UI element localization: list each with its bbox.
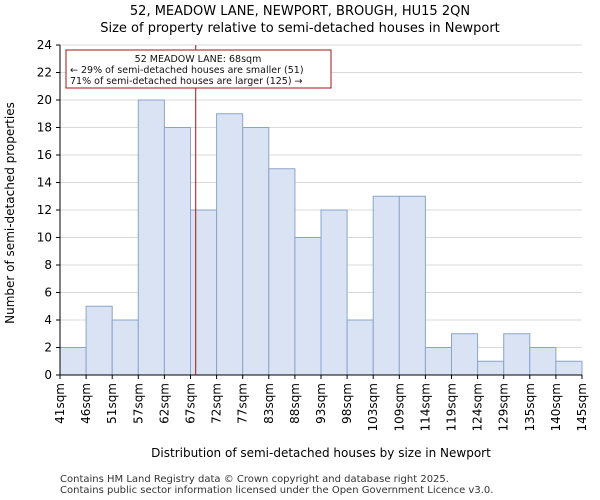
x-tick-label-67sqm: 67sqm — [184, 383, 198, 424]
x-tick-label-114sqm: 114sqm — [418, 383, 432, 431]
y-tick-label-12: 24 — [37, 38, 52, 52]
x-tick-label-77sqm: 77sqm — [236, 383, 250, 424]
x-tick-label-145sqm: 145sqm — [575, 383, 589, 431]
bar-46sqm — [85, 305, 113, 376]
x-tick-label-83sqm: 83sqm — [262, 383, 276, 424]
x-tick-label-62sqm: 62sqm — [157, 383, 171, 424]
bar-77sqm — [242, 127, 270, 376]
x-tick-label-51sqm: 51sqm — [105, 383, 119, 424]
x-tick-label-140sqm: 140sqm — [549, 383, 563, 431]
bar-135sqm — [529, 347, 557, 376]
y-tick-label-8: 16 — [37, 148, 52, 162]
footer-line-1: Contains HM Land Registry data © Crown c… — [60, 474, 449, 485]
bar-88sqm — [294, 237, 322, 376]
annotation-line-2: ← 29% of semi-detached houses are smalle… — [70, 65, 304, 76]
x-tick-label-98sqm: 98sqm — [340, 383, 354, 424]
x-tick-label-88sqm: 88sqm — [288, 383, 302, 424]
bar-129sqm — [503, 333, 531, 376]
bar-140sqm — [555, 360, 583, 376]
bar-51sqm — [111, 319, 139, 376]
x-axis-label: Distribution of semi-detached houses by … — [151, 446, 491, 460]
x-tick-label-72sqm: 72sqm — [210, 383, 224, 424]
annotation-line-1: 52 MEADOW LANE: 68sqm — [135, 54, 262, 65]
y-tick-label-11: 22 — [37, 66, 52, 80]
x-tick-label-46sqm: 46sqm — [79, 383, 93, 424]
x-ticks: 41sqm 46sqm 51sqm 57sqm 62sqm 67sqm 72sqm 77sqm… — [53, 375, 589, 431]
bar-103sqm — [372, 195, 400, 376]
y-tick-label-4: 8 — [44, 258, 52, 272]
bar-67sqm — [190, 209, 218, 376]
bar-72sqm — [216, 113, 244, 376]
chart-title: 52, MEADOW LANE, NEWPORT, BROUGH, HU15 2… — [129, 4, 471, 19]
bars — [59, 99, 583, 376]
y-tick-label-3: 6 — [44, 286, 52, 300]
y-tick-label-0: 0 — [44, 368, 52, 382]
x-tick-label-119sqm: 119sqm — [445, 383, 459, 431]
x-tick-label-103sqm: 103sqm — [366, 383, 380, 431]
x-tick-label-129sqm: 129sqm — [497, 383, 511, 431]
y-tick-label-9: 18 — [37, 121, 52, 135]
x-tick-label-109sqm: 109sqm — [392, 383, 406, 431]
footer-line-2: Contains public sector information licen… — [60, 485, 494, 496]
bar-109sqm — [398, 195, 426, 376]
x-tick-label-57sqm: 57sqm — [131, 383, 145, 424]
y-tick-label-6: 12 — [37, 203, 52, 217]
x-tick-label-135sqm: 135sqm — [523, 383, 537, 431]
annotation-line-3: 71% of semi-detached houses are larger (… — [70, 76, 303, 87]
bar-124sqm — [477, 360, 505, 376]
x-tick-label-124sqm: 124sqm — [471, 383, 485, 431]
x-tick-label-41sqm: 41sqm — [53, 383, 67, 424]
chart-subtitle: Size of property relative to semi-detach… — [100, 21, 500, 36]
bar-98sqm — [346, 319, 374, 376]
bar-57sqm — [137, 99, 165, 376]
bar-83sqm — [268, 168, 296, 376]
y-tick-label-1: 2 — [44, 341, 52, 355]
x-tick-label-93sqm: 93sqm — [314, 383, 328, 424]
bar-41sqm — [59, 347, 87, 376]
bar-119sqm — [451, 333, 479, 376]
y-axis-label: Number of semi-detached properties — [3, 102, 17, 324]
bar-93sqm — [320, 209, 348, 376]
y-tick-label-7: 14 — [37, 176, 52, 190]
bar-114sqm — [424, 347, 452, 376]
y-tick-label-5: 10 — [37, 231, 52, 245]
bar-62sqm — [163, 127, 191, 376]
y-tick-label-10: 20 — [37, 93, 52, 107]
annotation-box: 52 MEADOW LANE: 68sqm ← 29% of semi-deta… — [65, 49, 332, 89]
y-tick-label-2: 4 — [44, 313, 52, 327]
